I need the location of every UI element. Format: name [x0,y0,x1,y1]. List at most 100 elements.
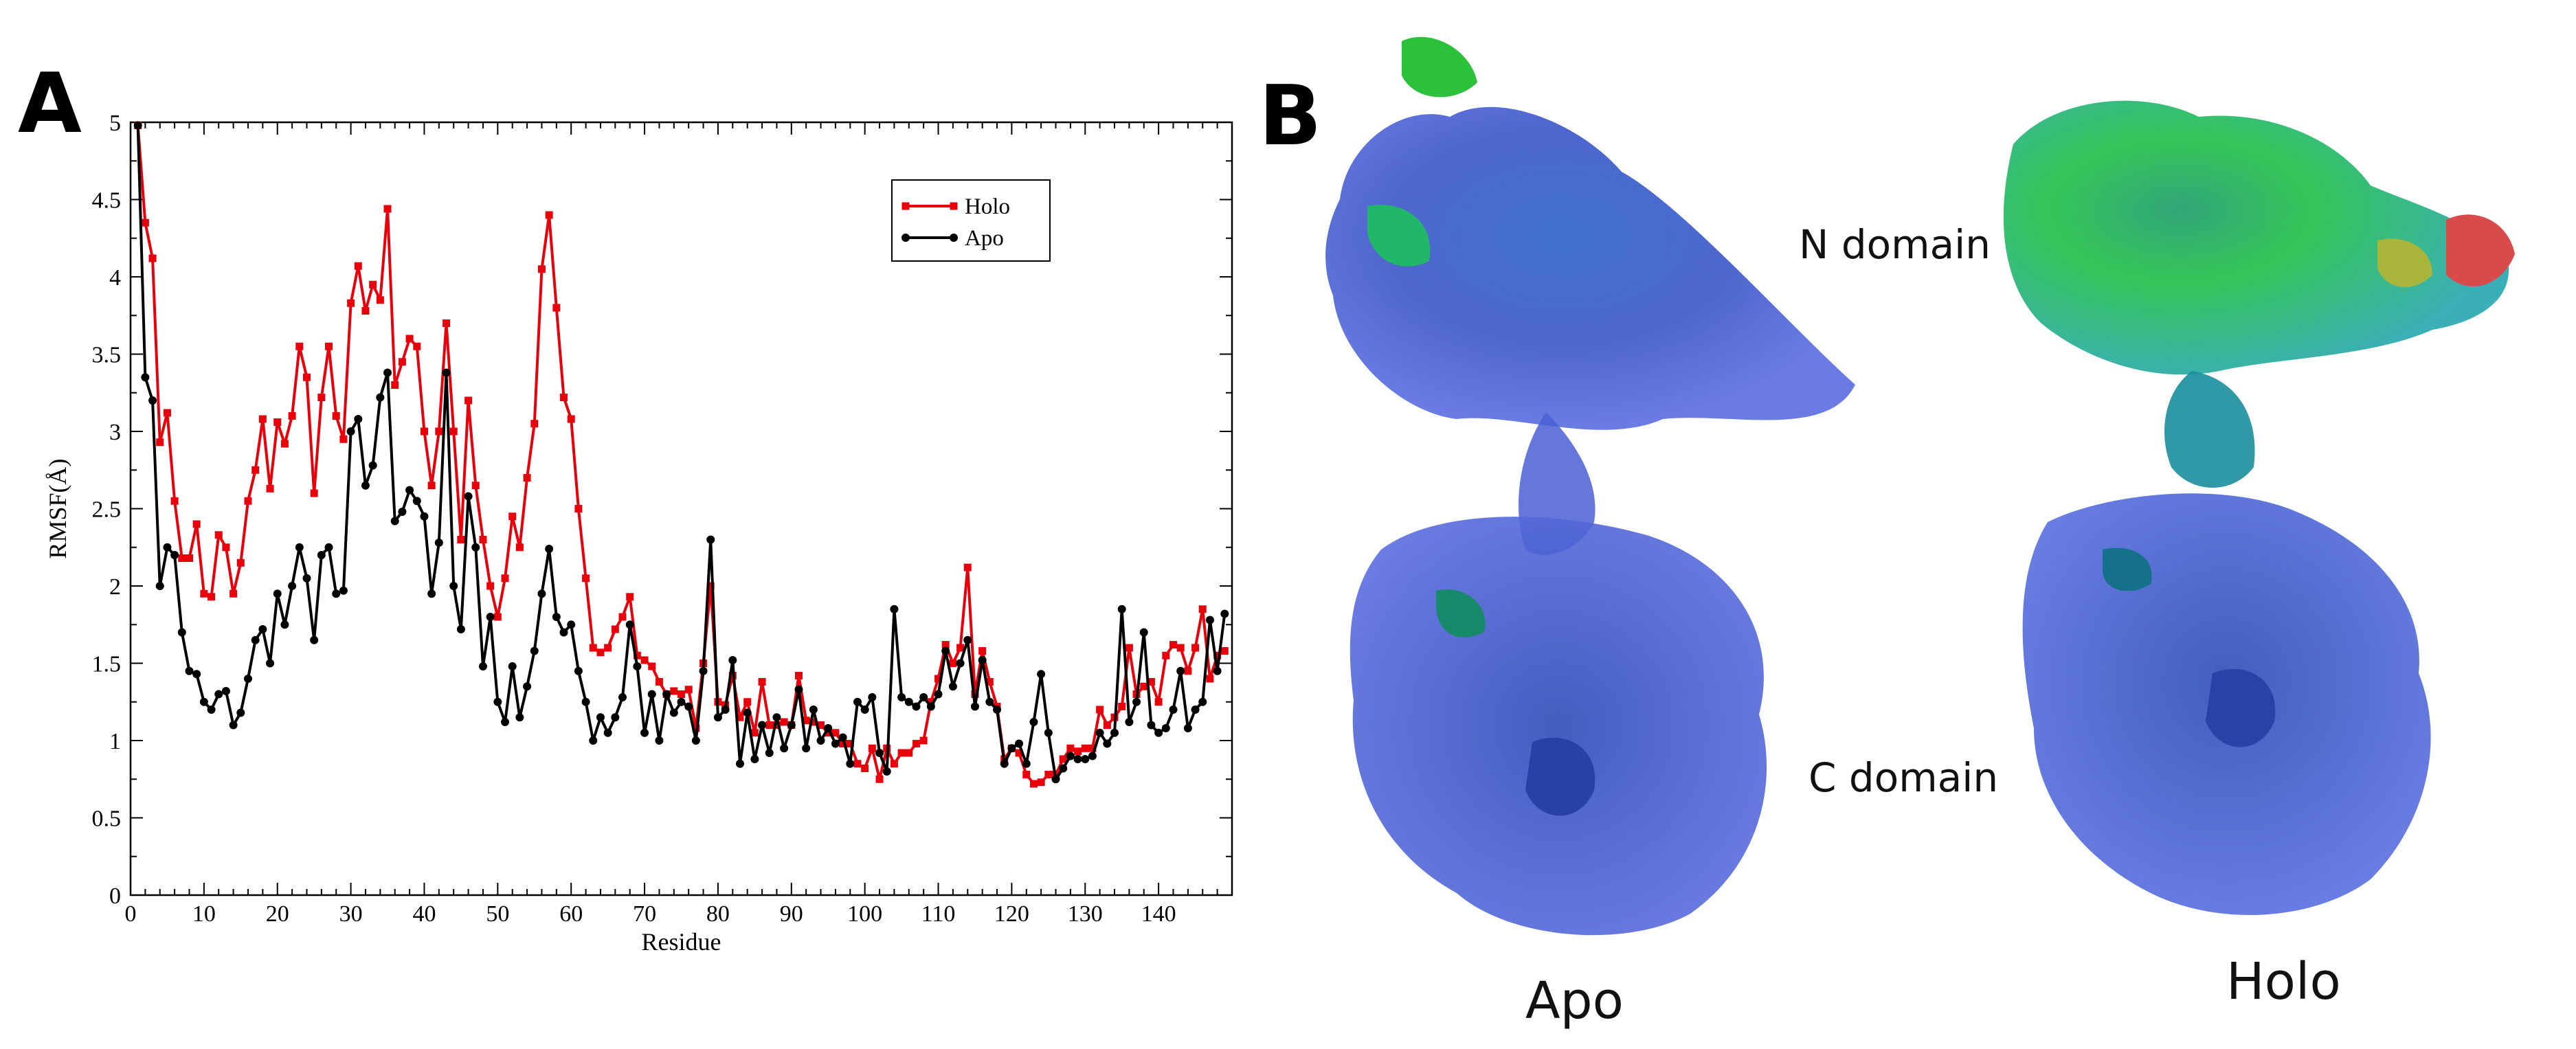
data-point-holo [515,543,524,552]
data-point-holo [604,644,612,652]
data-point-holo [875,775,884,783]
data-point-apo [537,589,546,598]
data-point-apo [1169,706,1178,714]
data-point-apo [934,690,943,699]
data-point-holo [765,721,774,729]
data-point-apo [772,713,781,722]
x-tick-label: 130 [1068,901,1103,927]
data-point-apo [1176,666,1185,675]
data-point-holo [508,512,517,521]
data-point-holo [420,427,428,436]
data-point-apo [221,687,230,695]
data-point-apo [735,759,744,768]
x-tick-label: 40 [412,901,436,927]
data-point-holo [156,438,164,447]
x-tick-label: 60 [559,901,583,927]
data-point-holo [780,718,788,726]
data-point-holo [1029,780,1038,788]
data-point-apo [809,706,818,714]
data-point-apo [266,659,275,668]
data-point-apo [317,551,326,559]
data-point-holo [560,394,568,401]
data-point-apo [611,713,620,722]
axes-layer: 0 10 20 30 40 50 60 70 80 90 100 110 120 130 140 0 0.5 1 1… [92,111,1233,927]
data-point-holo [302,373,311,381]
data-point-apo [868,693,877,701]
data-point-apo [706,535,715,544]
data-point-apo [141,373,150,382]
data-point-holo [1066,744,1075,752]
data-point-apo [618,693,627,701]
data-point-apo [824,724,833,732]
series-layer [133,121,1229,788]
legend-marker [950,202,958,210]
data-point-holo [1198,605,1207,613]
legend-marker [901,202,910,210]
data-point-holo [471,482,480,490]
data-point-apo [633,662,642,670]
data-point-holo [339,435,348,443]
data-point-holo [185,554,193,562]
data-point-apo [1037,670,1046,679]
data-point-apo [963,635,972,644]
data-point-holo [640,656,649,664]
data-point-holo [677,690,685,698]
data-point-apo [794,685,803,694]
data-point-apo [163,543,172,552]
data-point-apo [816,736,825,745]
apo-green-tip [1402,36,1477,98]
data-point-apo [332,589,341,598]
data-point-holo [383,205,392,213]
data-point-apo [368,461,377,470]
data-point-holo [435,427,443,436]
y-tick-label: 0 [109,883,121,909]
data-point-holo [611,625,619,633]
data-point-apo [1205,616,1214,624]
data-point-apo [478,662,487,670]
data-point-holo [530,420,539,428]
data-point-apo [280,620,289,629]
data-point-holo [361,307,370,315]
data-point-holo [912,740,920,747]
data-point-apo [625,620,634,629]
data-point-apo [1066,752,1075,760]
data-point-apo [398,508,407,516]
data-point-holo [280,440,289,448]
data-point-apo [684,702,693,711]
data-point-holo [1162,651,1170,659]
data-point-holo [208,593,216,601]
data-point-apo [1044,728,1053,737]
data-point-apo [699,666,708,675]
apo-structure [1325,36,1855,936]
data-point-holo [1213,651,1222,659]
data-point-holo [493,613,502,621]
data-point-holo [236,559,245,567]
data-point-apo [177,628,186,637]
data-point-holo [192,520,201,528]
data-point-holo [457,536,465,543]
data-point-apo [1213,666,1222,675]
data-point-holo [273,418,282,426]
data-point-apo [251,635,260,644]
data-point-holo [684,686,693,694]
data-point-holo [956,644,965,652]
data-point-apo [1095,728,1104,737]
data-point-apo [1000,759,1009,768]
data-point-apo [390,517,399,526]
data-point-apo [354,415,363,423]
data-point-holo [949,659,957,667]
data-point-holo [846,740,854,747]
apo-n-domain-shape [1325,106,1855,430]
data-point-holo [1147,678,1155,686]
data-point-holo [244,497,252,505]
data-point-holo [376,296,384,304]
data-point-holo [413,342,421,350]
data-point-apo [1059,764,1068,773]
x-tick-label: 90 [780,901,803,927]
y-tick-label: 3 [109,420,121,445]
data-point-holo [897,749,906,757]
y-tick-label: 1 [109,729,121,754]
data-point-holo [589,644,597,652]
data-point-holo [794,672,803,679]
